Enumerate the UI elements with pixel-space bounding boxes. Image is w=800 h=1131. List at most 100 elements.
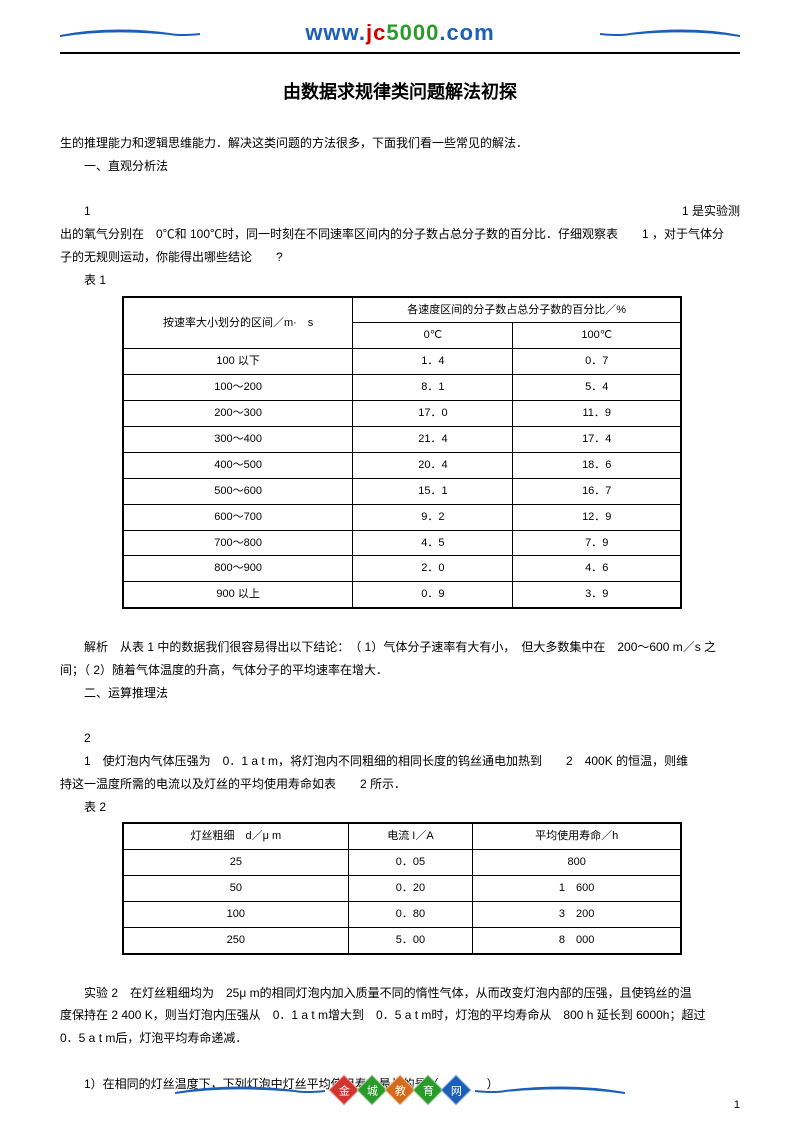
table2: 灯丝粗细 d／μ m 电流 I／A 平均使用寿命／h 250．05800500．… <box>122 822 682 954</box>
analysis-text: 间；（ 2）随着气体温度的升高，气体分子的平均速率在增大． <box>60 659 740 682</box>
table-cell: 21．4 <box>353 427 513 453</box>
table-row: 900 以上0．93．9 <box>123 582 681 608</box>
table-row: 300～40021．417．4 <box>123 427 681 453</box>
table-cell: 50 <box>123 876 348 902</box>
table-row: 500．201 600 <box>123 876 681 902</box>
table-cell: 250 <box>123 928 348 954</box>
table-row: 2505．008 000 <box>123 928 681 954</box>
table-cell: 4．6 <box>513 556 681 582</box>
logo-part: 0 <box>426 20 439 45</box>
table-cell: 300～400 <box>123 427 353 453</box>
table-cell: 100～200 <box>123 375 353 401</box>
table1: 按速率大小划分的区间／m· s 各速度区间的分子数占总分子数的百分比／% 0℃ … <box>122 296 682 610</box>
table-cell: 0．9 <box>353 582 513 608</box>
table-cell: 5．00 <box>348 928 473 954</box>
logo-part: 0 <box>413 20 426 45</box>
table-row: 800～9002．04．6 <box>123 556 681 582</box>
table-cell: 0．80 <box>348 902 473 928</box>
example-line: 出的氧气分别在 0℃和 100℃时，同一时刻在不同速率区间内的分子数占总分子数的… <box>60 223 740 246</box>
table2-wrap: 灯丝粗细 d／μ m 电流 I／A 平均使用寿命／h 250．05800500．… <box>122 822 682 954</box>
table-cell: 800 <box>473 850 681 876</box>
table-cell: 100 <box>123 902 348 928</box>
table-cell: 1 600 <box>473 876 681 902</box>
section-heading: 一、直观分析法 <box>60 155 740 178</box>
t1-sub-a: 0℃ <box>353 323 513 349</box>
example-line: 持这一温度所需的电流以及灯丝的平均使用寿命如表 2 所示． <box>60 773 740 796</box>
table-cell: 400～500 <box>123 452 353 478</box>
table-cell: 12．9 <box>513 504 681 530</box>
t1-header-right: 各速度区间的分子数占总分子数的百分比／% <box>353 297 681 323</box>
table-cell: 800～900 <box>123 556 353 582</box>
table-row: 500～60015．116．7 <box>123 478 681 504</box>
table-cell: 900 以上 <box>123 582 353 608</box>
t1-header-left: 按速率大小划分的区间／m· s <box>123 297 353 349</box>
table-cell: 18．6 <box>513 452 681 478</box>
t2-h2: 电流 I／A <box>348 823 473 849</box>
footer-badge: 网 <box>440 1074 471 1105</box>
table-cell: 3 200 <box>473 902 681 928</box>
ex1-num: 1 <box>84 204 91 218</box>
page-title: 由数据求规律类问题解法初探 <box>60 78 740 104</box>
table-cell: 2．0 <box>353 556 513 582</box>
table-cell: 8 000 <box>473 928 681 954</box>
table-caption: 表 1 <box>60 269 740 292</box>
exp2-text: 实验 2 在灯丝粗细均为 25μ m的相同灯泡内加入质量不同的惰性气体，从而改变… <box>60 982 740 1005</box>
header-swoosh-right <box>600 27 740 39</box>
table-row: 600～7009．212．9 <box>123 504 681 530</box>
footer-badges: 金城教育网 <box>333 1079 467 1101</box>
table-row: 250．05800 <box>123 850 681 876</box>
t2-h1: 灯丝粗细 d／μ m <box>123 823 348 849</box>
table-row: 100～2008．15．4 <box>123 375 681 401</box>
footer-badge: 城 <box>356 1074 387 1105</box>
table-cell: 20．4 <box>353 452 513 478</box>
section-heading: 二、运算推理法 <box>60 682 740 705</box>
t2-h3: 平均使用寿命／h <box>473 823 681 849</box>
exp2-text: 0．5 a t m后，灯泡平均寿命递减． <box>60 1027 740 1050</box>
footer-badge: 教 <box>384 1074 415 1105</box>
table-cell: 200～300 <box>123 401 353 427</box>
table-cell: 25 <box>123 850 348 876</box>
table1-wrap: 按速率大小划分的区间／m· s 各速度区间的分子数占总分子数的百分比／% 0℃ … <box>122 296 682 610</box>
table-caption: 表 2 <box>60 796 740 819</box>
site-logo: www.jc5000.com <box>305 20 494 46</box>
ex1-right: 1 是实验测 <box>658 200 740 223</box>
table-cell: 4．5 <box>353 530 513 556</box>
t1-sub-b: 100℃ <box>513 323 681 349</box>
logo-part: c <box>373 20 386 45</box>
logo-part: 0 <box>400 20 413 45</box>
document-body: 生的推理能力和逻辑思维能力．解决这类问题的方法很多，下面我们看一些常见的解法． … <box>60 132 740 1096</box>
table-cell: 3．9 <box>513 582 681 608</box>
header: www.jc5000.com <box>60 0 740 54</box>
footer-badge: 育 <box>412 1074 443 1105</box>
table-cell: 17．0 <box>353 401 513 427</box>
table-cell: 11．9 <box>513 401 681 427</box>
table-cell: 17．4 <box>513 427 681 453</box>
table-cell: 500～600 <box>123 478 353 504</box>
table-cell: 5．4 <box>513 375 681 401</box>
table-row: 1000．803 200 <box>123 902 681 928</box>
table-cell: 8．1 <box>353 375 513 401</box>
intro-text: 生的推理能力和逻辑思维能力．解决这类问题的方法很多，下面我们看一些常见的解法． <box>60 132 740 155</box>
example-line: 1 1 是实验测 <box>60 200 740 223</box>
page-number: 1 <box>734 1099 740 1111</box>
table-row: 700～8004．57．9 <box>123 530 681 556</box>
logo-part: 5 <box>386 20 399 45</box>
logo-part: www. <box>305 20 366 45</box>
table-cell: 0．20 <box>348 876 473 902</box>
footer: 金城教育网 <box>0 1079 800 1101</box>
example-line: 1 使灯泡内气体压强为 0．1 a t m，将灯泡内不同粗细的相同长度的钨丝通电… <box>60 750 740 773</box>
ex2-num: 2 <box>60 727 740 750</box>
table-cell: 0．05 <box>348 850 473 876</box>
analysis-text: 解析 从表 1 中的数据我们很容易得出以下结论： （ 1）气体分子速率有大有小，… <box>60 636 740 659</box>
table-cell: 15．1 <box>353 478 513 504</box>
table-cell: 100 以下 <box>123 349 353 375</box>
footer-swoosh-right <box>475 1084 625 1096</box>
logo-part: j <box>366 20 373 45</box>
table-cell: 0．7 <box>513 349 681 375</box>
table-row: 400～50020．418．6 <box>123 452 681 478</box>
exp2-text: 度保持在 2 400 K，则当灯泡内压强从 0．1 a t m增大到 0．5 a… <box>60 1004 740 1027</box>
table-row: 100 以下1．40．7 <box>123 349 681 375</box>
example-line: 子的无规则运动，你能得出哪些结论 ? <box>60 246 740 269</box>
logo-part: .com <box>439 20 494 45</box>
header-swoosh-left <box>60 27 200 39</box>
